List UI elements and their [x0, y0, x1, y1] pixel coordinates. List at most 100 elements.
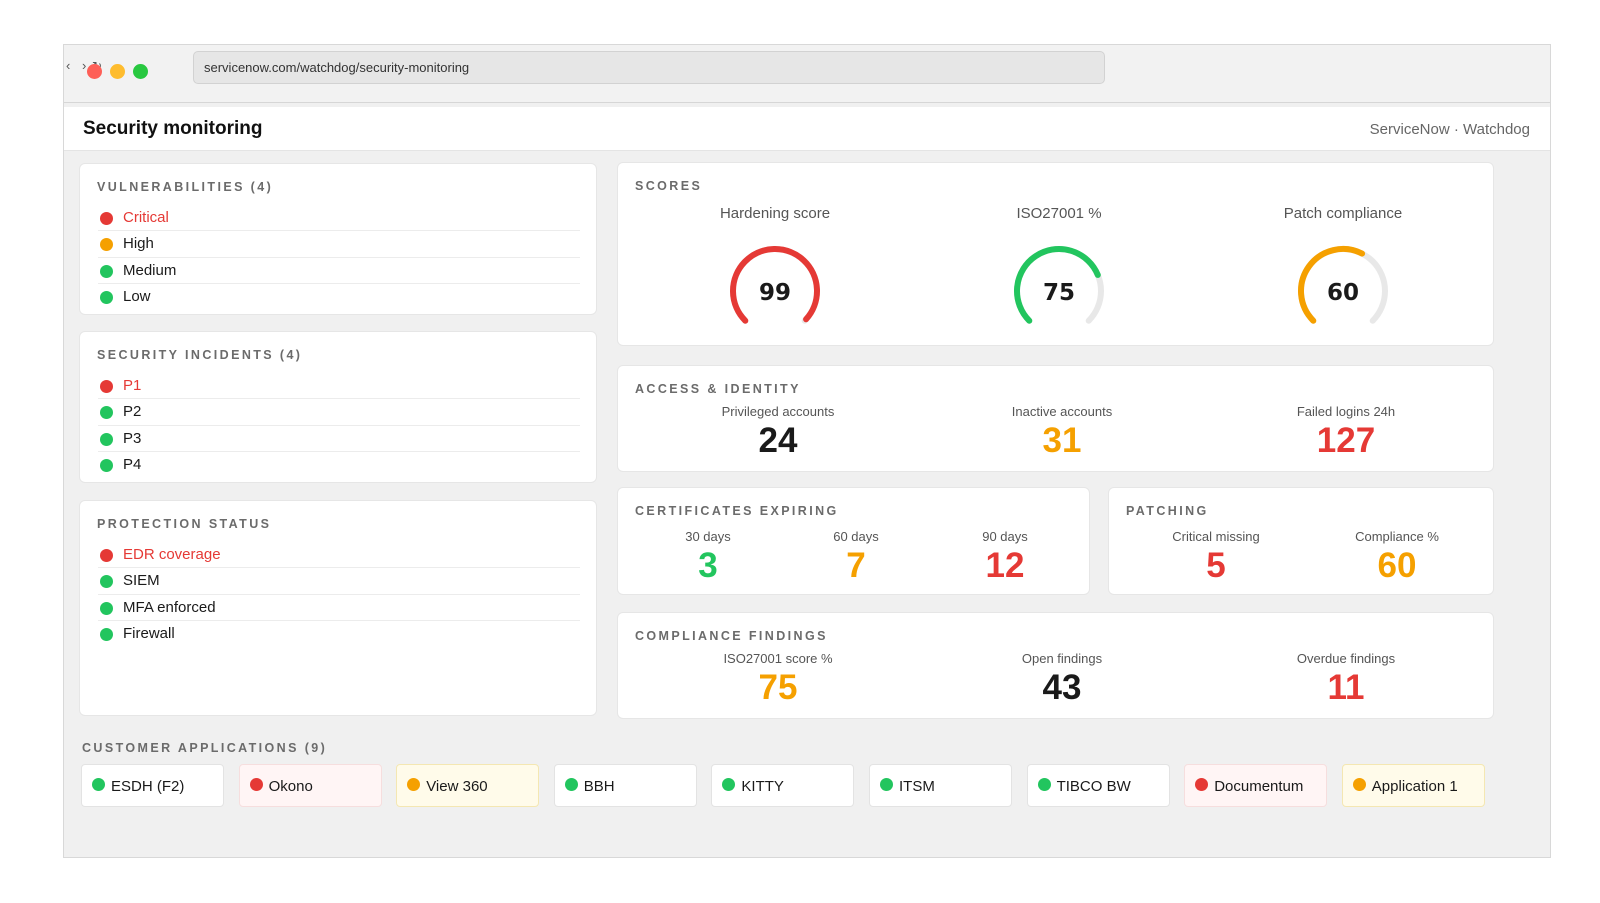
- status-item[interactable]: Critical: [98, 205, 580, 232]
- status-dot-icon: [100, 627, 113, 641]
- metric-value: 11: [1327, 668, 1365, 707]
- app-chip[interactable]: BBH: [553, 764, 697, 807]
- status-label: P1: [123, 377, 142, 394]
- gauge-label: ISO27001 %: [1016, 205, 1102, 222]
- gauge-value: 60: [1327, 280, 1359, 306]
- metric-label: Overdue findings: [1296, 651, 1396, 666]
- status-dot-icon: [249, 778, 263, 791]
- metric-value: 31: [1042, 421, 1082, 460]
- metric-open-findings: Open findings 43: [962, 651, 1162, 709]
- status-item[interactable]: P2: [98, 399, 580, 426]
- status-label: MFA enforced: [123, 598, 216, 616]
- gauge-value: 75: [1043, 280, 1075, 306]
- status-item[interactable]: P4: [98, 452, 580, 478]
- minimize-window-button[interactable]: [110, 64, 125, 79]
- metric-label: Compliance %: [1355, 529, 1439, 544]
- status-dot-icon: [100, 575, 113, 589]
- status-label: P4: [123, 455, 142, 473]
- app-label: Documentum: [1214, 778, 1304, 795]
- gauge-fill: [1014, 246, 1101, 324]
- status-item[interactable]: P1: [98, 373, 580, 400]
- status-dot-icon: [564, 778, 578, 791]
- status-label: P3: [123, 429, 142, 447]
- vulnerabilities-title: VULNERABILITIES (4): [97, 180, 274, 194]
- app-label: BBH: [583, 778, 615, 795]
- app-label: ITSM: [899, 778, 935, 795]
- close-window-button[interactable]: [87, 64, 102, 79]
- page-title: Security monitoring: [83, 118, 263, 139]
- metric-value: 7: [846, 546, 866, 585]
- status-label: SIEM: [123, 572, 160, 590]
- metric-label: 30 days: [685, 529, 731, 544]
- status-dot-icon: [100, 458, 113, 472]
- protection-status-list: EDR coverage SIEM MFA enforced Firewall: [98, 542, 580, 647]
- status-dot-icon: [100, 264, 113, 278]
- certificates-expiring-title: CERTIFICATES EXPIRING: [635, 504, 839, 518]
- patching-card: PATCHING Critical missing 5 Compliance %…: [1108, 487, 1494, 595]
- status-dot-icon: [1352, 778, 1366, 791]
- metric-label: Open findings: [1021, 651, 1103, 666]
- status-item[interactable]: SIEM: [98, 568, 580, 595]
- gauge-dial: 60: [1298, 246, 1388, 324]
- status-label: Firewall: [123, 624, 175, 642]
- maximize-window-button[interactable]: [133, 64, 148, 79]
- metric-value: 75: [758, 668, 798, 707]
- metric-iso27001-score: ISO27001 score % 75: [678, 651, 878, 709]
- app-chip[interactable]: Documentum: [1184, 764, 1328, 807]
- status-dot-icon: [722, 778, 736, 791]
- security-incidents-list: P1 P2 P3 P4: [98, 373, 580, 478]
- app-chip[interactable]: KITTY: [711, 764, 855, 807]
- status-item[interactable]: Firewall: [98, 621, 580, 647]
- metric-value: 24: [758, 421, 798, 460]
- status-dot-icon: [100, 549, 113, 562]
- app-chip[interactable]: ITSM: [869, 764, 1012, 807]
- metric-failed-logins: Failed logins 24h 127: [1246, 404, 1446, 462]
- metric-critical-missing: Critical missing 5: [1156, 529, 1276, 587]
- gauge: Hardening score 99: [655, 203, 895, 333]
- gauge-label: Patch compliance: [1283, 205, 1403, 222]
- status-dot-icon: [1195, 778, 1209, 791]
- app-label: Application 1: [1371, 778, 1458, 795]
- status-dot-icon: [100, 380, 113, 393]
- status-item[interactable]: High: [98, 231, 580, 258]
- forward-icon[interactable]: ›: [82, 58, 87, 73]
- status-label: Low: [123, 287, 151, 305]
- access-identity-title: ACCESS & IDENTITY: [635, 382, 801, 396]
- metric-value: 60: [1377, 546, 1417, 585]
- metric-value: 5: [1206, 546, 1226, 585]
- status-item[interactable]: EDR coverage: [98, 542, 580, 569]
- app-label: View 360: [426, 778, 488, 795]
- metric-certs-90-days: 90 days 12: [955, 529, 1055, 587]
- metric-value: 127: [1316, 421, 1376, 460]
- metric-label: 90 days: [982, 529, 1028, 544]
- gauge-dial: 75: [1014, 246, 1104, 324]
- metric-label: Inactive accounts: [1011, 404, 1113, 419]
- app-chip[interactable]: Application 1: [1341, 764, 1485, 807]
- page-header: Security monitoring ServiceNow · Watchdo…: [64, 107, 1550, 151]
- app-label: Okono: [268, 778, 313, 795]
- status-dot-icon: [92, 778, 105, 791]
- metric-privileged-accounts: Privileged accounts 24: [678, 404, 878, 462]
- app-chip[interactable]: Okono: [238, 764, 382, 807]
- metric-certs-30-days: 30 days 3: [658, 529, 758, 587]
- metric-label: Privileged accounts: [721, 404, 835, 419]
- status-dot-icon: [100, 406, 113, 420]
- vulnerabilities-card: VULNERABILITIES (4) Critical High Medium Lo…: [79, 163, 597, 315]
- status-dot-icon: [100, 212, 113, 225]
- back-icon[interactable]: ‹: [66, 58, 71, 73]
- status-dot-icon: [880, 778, 893, 791]
- protection-status-card: PROTECTION STATUS EDR coverage SIEM MFA en…: [79, 500, 597, 716]
- metric-value: 3: [698, 546, 718, 585]
- security-incidents-card: SECURITY INCIDENTS (4) P1 P2 P3 P4: [79, 331, 597, 483]
- app-chip[interactable]: View 360: [396, 764, 540, 807]
- url-bar[interactable]: servicenow.com/watchdog/security-monitor…: [193, 51, 1105, 84]
- app-chip[interactable]: TIBCO BW: [1026, 764, 1170, 807]
- status-item[interactable]: MFA enforced: [98, 595, 580, 621]
- status-item[interactable]: P3: [98, 426, 580, 452]
- compliance-findings-card: COMPLIANCE FINDINGS ISO27001 score % 75 …: [617, 612, 1494, 719]
- gauge: Patch compliance 60: [1223, 203, 1463, 333]
- status-item[interactable]: Low: [98, 284, 580, 310]
- app-chip[interactable]: ESDH (F2): [81, 764, 224, 807]
- status-label: Critical: [123, 209, 169, 226]
- status-item[interactable]: Medium: [98, 258, 580, 284]
